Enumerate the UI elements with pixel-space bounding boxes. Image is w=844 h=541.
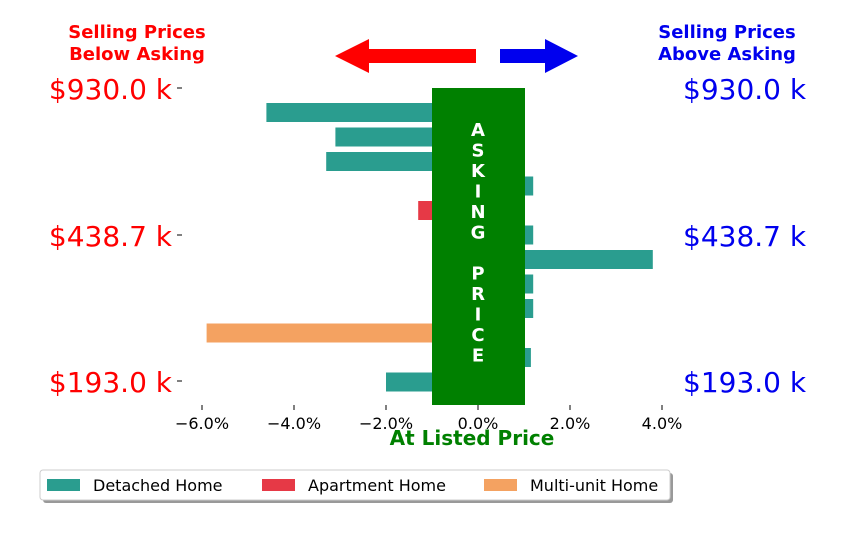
legend-box <box>39 469 671 501</box>
legend-label-2: Apartment Home <box>308 476 446 495</box>
asking-letter-9: R <box>471 284 485 305</box>
legend-label-1: Detached Home <box>93 476 223 495</box>
x-tick-label-5: 2.0% <box>550 414 591 433</box>
x-tick-label-3: −2.0% <box>359 414 413 433</box>
right-header-line2: Above Asking <box>658 44 796 65</box>
asking-letter-4: I <box>475 182 482 203</box>
x-axis-label: At Listed Price <box>390 426 555 450</box>
right-price-label-mid: $438.7 k <box>683 220 807 253</box>
left-price-label-bottom: $193.0 k <box>49 366 173 399</box>
left-arrow-icon <box>335 39 476 73</box>
left-price-label-top: $930.0 k <box>49 73 173 106</box>
bars-group <box>206 103 653 392</box>
legend-label-3: Multi-unit Home <box>530 476 658 495</box>
asking-letter-10: I <box>475 305 482 326</box>
right-price-label-bottom: $193.0 k <box>683 366 807 399</box>
bar-10 <box>206 323 478 343</box>
bar-1 <box>266 103 478 122</box>
legend-swatch-1 <box>47 479 80 491</box>
legend-swatch-3 <box>484 479 517 491</box>
x-tick-label-6: 4.0% <box>642 414 683 433</box>
asking-letter-2: S <box>472 141 485 162</box>
asking-letter-1: A <box>471 120 485 141</box>
right-header-line1: Selling Prices <box>658 22 795 43</box>
left-header-line1: Selling Prices <box>68 22 205 43</box>
legend: Detached Home Apartment Home Multi-unit Ho… <box>47 476 658 495</box>
asking-letter-3: K <box>471 161 486 182</box>
legend-swatch-2 <box>262 479 295 491</box>
right-arrow-icon <box>500 39 578 73</box>
left-header-line2: Below Asking <box>69 44 205 65</box>
asking-letter-12: E <box>472 346 484 367</box>
x-tick-label-2: −4.0% <box>267 414 321 433</box>
asking-price-band <box>432 88 525 405</box>
x-axis-ticks: −6.0% −4.0% −2.0% 0.0% 2.0% 4.0% <box>175 405 682 433</box>
asking-letter-6: G <box>471 223 486 244</box>
asking-letter-5: N <box>470 202 485 223</box>
left-price-label-mid: $438.7 k <box>49 220 173 253</box>
x-tick-label-4: 0.0% <box>458 414 499 433</box>
asking-letter-11: C <box>471 325 484 346</box>
right-price-label-top: $930.0 k <box>683 73 807 106</box>
x-tick-label-1: −6.0% <box>175 414 229 433</box>
asking-letter-8: P <box>471 264 484 285</box>
